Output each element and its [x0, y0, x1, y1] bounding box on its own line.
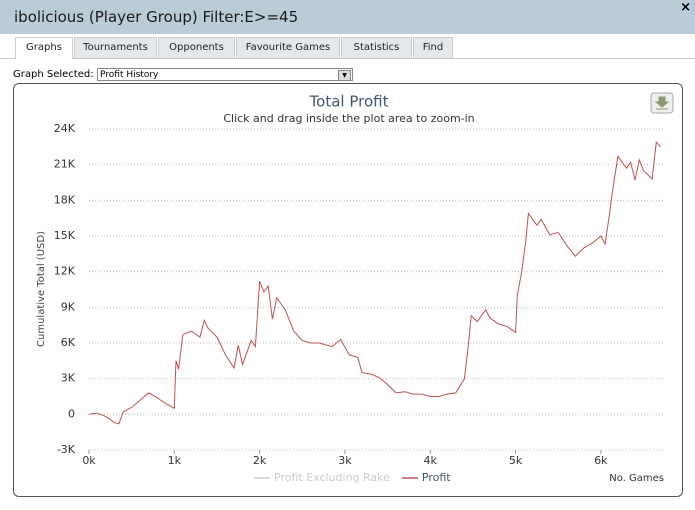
x-axis-title: No. Games — [609, 473, 664, 484]
tab[interactable]: Graphs — [15, 37, 73, 59]
selector-value: Profit History — [100, 70, 159, 80]
selector-label: Graph Selected: — [13, 69, 94, 80]
y-tick-label: 0 — [68, 407, 75, 420]
y-tick-label: 15K — [54, 229, 76, 242]
y-tick-label: 6K — [61, 336, 76, 349]
chart: Total Profit Click and drag inside the p… — [36, 92, 674, 484]
tab-line — [0, 58, 695, 59]
x-tick-label: 3k — [338, 454, 352, 467]
y-tick-label: 9K — [61, 300, 76, 313]
x-tick-label: 4k — [424, 454, 438, 467]
download-button[interactable] — [650, 92, 674, 114]
y-tick-label: 24K — [54, 122, 76, 135]
y-tick-label: 12K — [54, 265, 76, 278]
chart-title: Total Profit — [309, 93, 389, 111]
x-tick-label: 5k — [509, 454, 523, 467]
download-icon — [654, 96, 670, 110]
profit-line — [88, 140, 661, 425]
chart-panel: Total Profit Click and drag inside the p… — [13, 83, 683, 497]
tab[interactable]: Tournaments — [74, 37, 157, 58]
legend-label: Profit — [422, 471, 451, 484]
y-tick-label: 3K — [61, 372, 76, 385]
tab[interactable]: Opponents — [158, 37, 235, 58]
legend-label: Profit Excluding Rake — [274, 471, 390, 484]
x-tick-label: 1k — [168, 454, 182, 467]
y-tick-label: 18K — [54, 193, 76, 206]
title-bar: ibolicious (Player Group) Filter:E>=45 × — [0, 0, 695, 34]
tab[interactable]: Find — [413, 37, 453, 58]
x-tick-label: 0k — [82, 454, 96, 467]
dropdown-arrow[interactable]: ▼ — [338, 70, 351, 81]
chart-subtitle: Click and drag inside the plot area to z… — [223, 112, 474, 125]
graph-selector[interactable]: Profit History ▼ — [97, 68, 353, 81]
x-tick-label: 6k — [594, 454, 608, 467]
y-axis-title: Cumulative Total (USD) — [36, 231, 47, 347]
y-tick-label: 21K — [54, 158, 76, 171]
tab[interactable]: Statistics — [341, 37, 412, 58]
x-tick-label: 2k — [253, 454, 267, 467]
y-tick-label: -3K — [57, 443, 76, 456]
close-button[interactable]: × — [680, 0, 691, 15]
tab[interactable]: Favourite Games — [236, 37, 340, 58]
window-title: ibolicious (Player Group) Filter:E>=45 — [14, 8, 299, 26]
